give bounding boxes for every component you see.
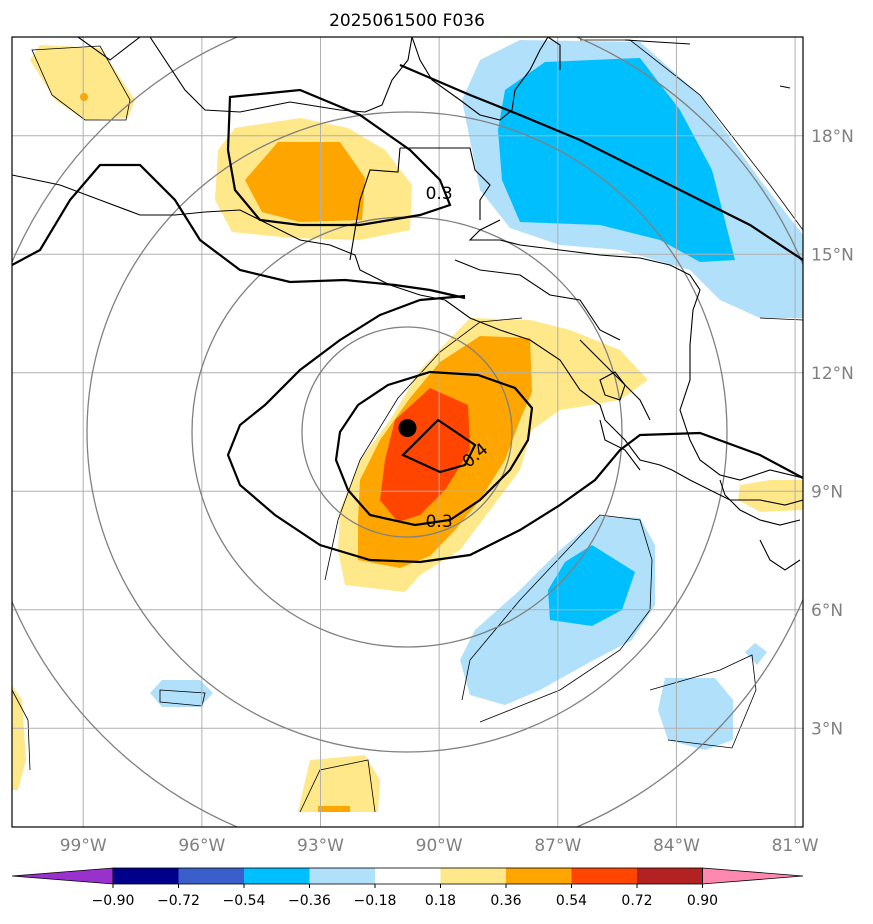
contour-label: 0.3 [426,512,453,532]
map-area: 0.30.40.3 [12,37,803,827]
thin-contour-ne [580,39,803,231]
thin-contour-pacific [461,514,653,723]
colorbar-label: −0.72 [157,893,200,909]
thin-contour-topleft [31,45,131,121]
ring-1 [301,326,513,538]
positive-area-bottom-core [318,806,350,812]
longitude-labels: 99°W 96°W 93°W 90°W 87°W 84°W 81°W [60,836,819,856]
colorbar-segment [244,868,310,884]
positive-area-leftedge [12,685,26,790]
latitude-labels: 3°N 6°N 9°N 12°N 15°N 18°N [811,127,854,740]
graticule [12,37,803,827]
longitude-label: 93°W [297,836,344,856]
map-frame [11,36,804,828]
colorbar-segment [506,868,572,884]
latitude-label: 3°N [811,719,843,739]
coastline-central-america-carib [468,219,803,481]
coastlines [12,37,803,571]
longitude-label: 90°W [416,836,463,856]
positive-area-bottom [298,755,380,812]
colorbar-segment [309,868,376,884]
colorbar-segment [571,868,638,884]
longitude-label: 99°W [60,836,107,856]
coastline-nicoya [599,419,641,471]
colorbar-frame [112,867,703,885]
coastline-pacific-mexico [12,174,446,301]
colorbar-label: −0.36 [288,893,331,909]
latitude-label: 9°N [811,482,843,502]
negative-area-small-east2 [745,643,767,665]
negative-area-caribbean-dark [498,58,735,262]
colorbar-segment [178,868,245,884]
colorbar-label: 0.18 [425,893,456,909]
latitude-label: 15°N [811,245,854,265]
negative-area-pacific-dark [548,545,635,626]
coastline-cuba [547,37,691,70]
colorbar-label: −0.90 [92,893,135,909]
coastline-central-america-pacific [444,299,803,506]
longitude-label: 96°W [178,836,225,856]
lake-nicaragua [599,371,626,401]
longitude-label: 84°W [653,836,700,856]
latitude-label: 18°N [811,127,854,147]
border-nicaragua [579,339,651,421]
longitude-label: 81°W [772,836,819,856]
colorbar-segment [375,868,441,884]
colorbar-label: −0.18 [354,893,397,909]
longitude-label: 87°W [534,836,581,856]
colorbar-segment [637,868,703,884]
island-cayman [779,85,791,89]
coastline-gulf [77,37,413,113]
contour-storm-0.4 [401,418,477,474]
thin-contour-leftedge [12,689,31,771]
colorbar: −0.90 −0.72 −0.54 −0.36 −0.18 0.18 0.36 0.54 0.7… [11,867,804,909]
coastline-yucatan [411,37,549,121]
latitude-label: 12°N [811,364,854,384]
colorbar-label: 0.54 [556,893,587,909]
ring-3 [86,111,728,753]
contour-north-0.3 [226,88,452,227]
latitude-label: 6°N [811,601,843,621]
positive-area-topleft [30,45,135,120]
plot-title: 2025061500 F036 [329,11,485,31]
negative-area-small-east [658,678,733,750]
colorbar-extend-high [702,867,804,885]
colorbar-label: 0.72 [621,893,652,909]
thick-contours [12,63,803,564]
contour-carib-0.3 [399,63,803,261]
thin-contour-east [649,317,803,749]
border-honduras [454,259,621,341]
colorbar-label: 0.36 [490,893,521,909]
negative-area-small-west [150,680,213,707]
contour-outer-0.3 [226,294,803,564]
storm-center-marker [398,419,417,438]
contour-label: 0.3 [426,184,453,204]
positive-area-topleft-core [80,93,88,101]
positive-area-gulf-orange [245,142,365,222]
colorbar-segment [113,868,179,884]
colorbar-label: −0.54 [223,893,266,909]
coastline-panama [719,479,801,571]
contour-band-0.3 [12,163,466,300]
positive-area-east [738,480,803,512]
colorbar-segment [440,868,507,884]
colorbar-label: 0.90 [687,893,718,909]
colorbar-extend-low [11,867,114,885]
thin-contour-bottom [299,759,376,813]
contour-storm-0.3 [334,370,534,527]
border-guatemala-mexico [349,147,491,261]
